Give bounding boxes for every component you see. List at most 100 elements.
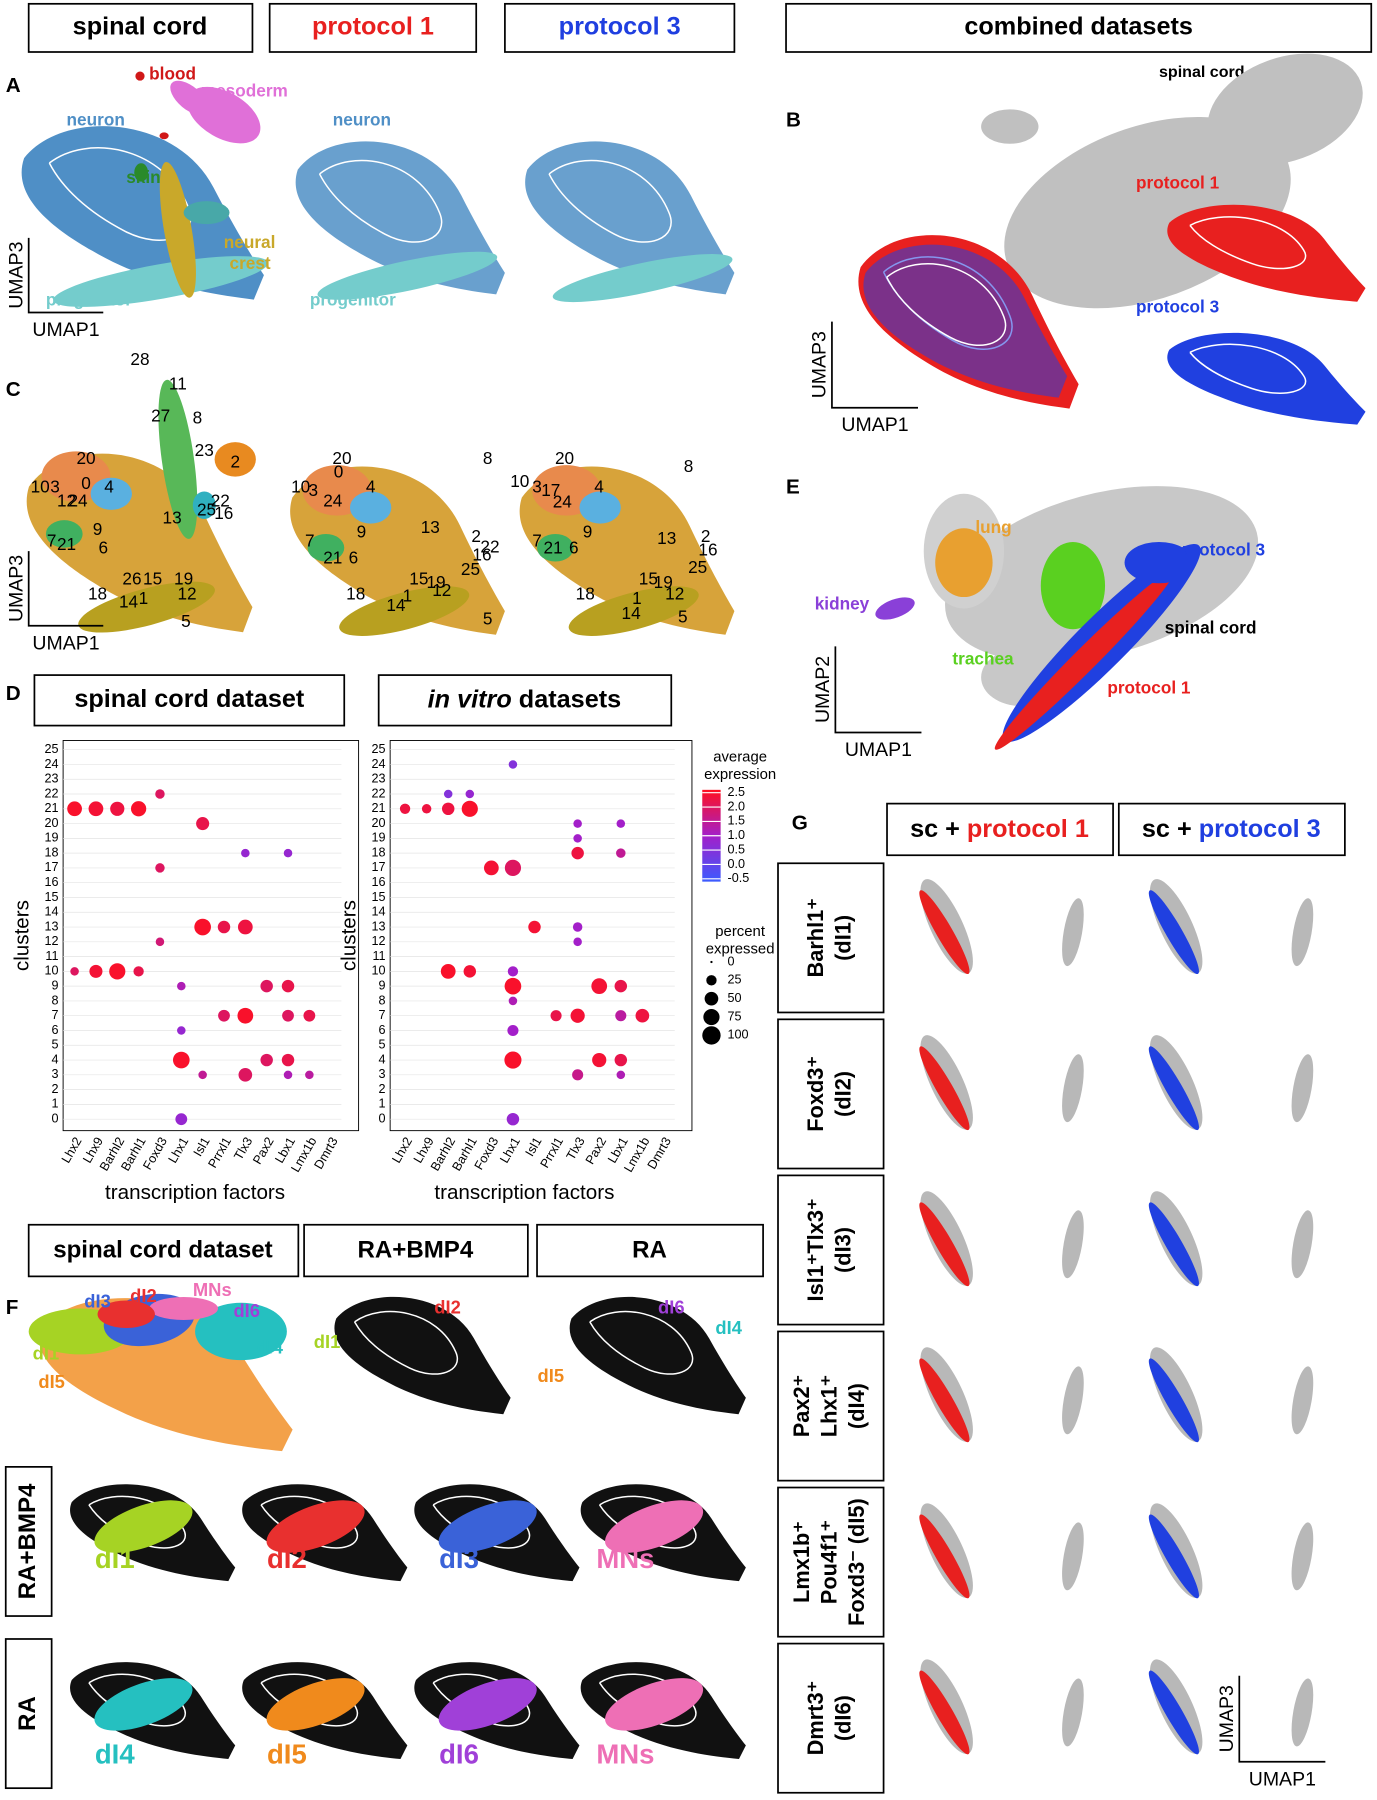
cell-cloud	[170, 80, 209, 116]
label: spinal cord	[1165, 618, 1257, 638]
dot	[237, 1007, 254, 1024]
cluster-label: 9	[583, 521, 593, 541]
cell-cloud	[149, 1297, 219, 1320]
cluster-label: 6	[349, 548, 359, 568]
row-label: Foxd3⁻ (dI5)	[844, 1498, 869, 1626]
y-tick-label: 4	[52, 1052, 59, 1066]
y-tick-label: 15	[44, 890, 58, 904]
cell-cloud	[1148, 890, 1199, 975]
dot	[550, 1010, 562, 1022]
cluster-label: 12	[177, 583, 196, 603]
cell-cloud	[158, 379, 198, 539]
label-box	[4, 1466, 53, 1617]
dot	[177, 1026, 186, 1035]
cell-cloud	[919, 890, 970, 975]
population-label: dI1	[95, 1543, 135, 1574]
cluster-label: 24	[323, 490, 343, 510]
population-label: dI1	[33, 1342, 60, 1363]
cluster-label: 7	[305, 531, 315, 551]
cell-cloud	[1124, 541, 1194, 584]
label: spinal cord	[1159, 63, 1245, 81]
cell-cloud	[195, 1302, 287, 1361]
label: neuron	[333, 109, 391, 129]
axis-title: clusters	[337, 900, 360, 971]
label: neuron	[67, 109, 125, 129]
axis-title: UMAP1	[32, 319, 99, 341]
dot	[570, 1008, 585, 1023]
y-tick-label: 2	[52, 1082, 59, 1096]
y-tick-label: 15	[372, 890, 386, 904]
panel-title: RA+BMP4	[358, 1236, 474, 1263]
legend-tick-label: 0.5	[728, 842, 746, 856]
y-tick-label: 9	[379, 978, 386, 992]
cluster-label: 21	[323, 548, 342, 568]
dot	[196, 817, 210, 831]
label: progenitor	[46, 290, 132, 310]
y-tick-label: 14	[44, 905, 58, 919]
legend-title: expressed	[706, 941, 775, 957]
cluster-label: 18	[88, 583, 107, 603]
y-tick-label: 5	[52, 1038, 59, 1052]
y-tick-label: 5	[379, 1038, 386, 1052]
x-tick-label: Prrxl1	[538, 1135, 567, 1171]
dot	[572, 1069, 584, 1081]
cell-cloud	[919, 1046, 970, 1131]
panel-title-italic: in vitro	[428, 685, 512, 713]
y-tick-label: 25	[372, 742, 386, 756]
dot	[443, 789, 453, 799]
dot	[155, 937, 165, 947]
y-tick-label: 3	[379, 1067, 386, 1081]
label-box	[268, 2, 478, 53]
y-tick-label: 10	[372, 964, 386, 978]
y-tick-label: 11	[45, 949, 58, 963]
dot	[571, 846, 584, 860]
y-tick-label: 22	[372, 786, 386, 800]
panel-title: in vitro datasets	[428, 685, 622, 713]
cell-cloud	[159, 132, 169, 140]
dot	[130, 801, 147, 817]
cell-cloud	[317, 251, 498, 300]
cluster-label: 10	[510, 471, 529, 491]
dot	[238, 1068, 253, 1082]
dot	[70, 967, 79, 976]
x-tick-label: Pax2	[583, 1135, 609, 1167]
cell-cloud	[1291, 1678, 1314, 1747]
cluster-label: 13	[657, 528, 676, 548]
cell-cloud	[1040, 541, 1106, 630]
dot	[218, 1009, 230, 1022]
label-box	[303, 1223, 529, 1278]
label-box	[777, 1642, 885, 1794]
dot	[303, 1009, 316, 1022]
cluster-label: 7	[532, 531, 542, 551]
cluster-label: 18	[576, 583, 595, 603]
row-label: (dI4)	[844, 1383, 869, 1429]
y-tick-label: 0	[52, 1112, 59, 1126]
cell-cloud	[134, 163, 149, 182]
header: combined datasets	[964, 13, 1193, 41]
label-box	[33, 674, 346, 727]
cell-cloud	[1291, 1054, 1314, 1123]
population-label: dI2	[434, 1296, 461, 1317]
umap-axes	[1238, 1675, 1326, 1763]
x-tick-label: Pax2	[250, 1135, 276, 1167]
panel-letter: C	[6, 378, 21, 401]
column-header: sc + protocol 3	[1142, 815, 1321, 843]
cell-cloud	[94, 1678, 193, 1731]
umap-axes	[27, 551, 104, 627]
label-box	[27, 2, 254, 53]
panel-title-rest: datasets	[512, 685, 621, 713]
y-tick-label: 19	[44, 831, 58, 845]
label-box	[777, 1174, 885, 1326]
y-tick-label: 9	[52, 978, 59, 992]
cell-cloud	[1148, 1670, 1199, 1755]
y-tick-label: 4	[379, 1052, 386, 1066]
cell-cloud	[579, 491, 621, 524]
plot-area	[62, 740, 360, 1132]
y-tick-label: 21	[372, 801, 386, 815]
column-header-prefix: sc +	[910, 815, 967, 843]
axis-title: transcription factors	[434, 1181, 614, 1204]
cell-cloud	[307, 533, 345, 562]
dot	[504, 1051, 522, 1069]
dot	[508, 760, 518, 769]
label: progenitor	[310, 290, 396, 310]
